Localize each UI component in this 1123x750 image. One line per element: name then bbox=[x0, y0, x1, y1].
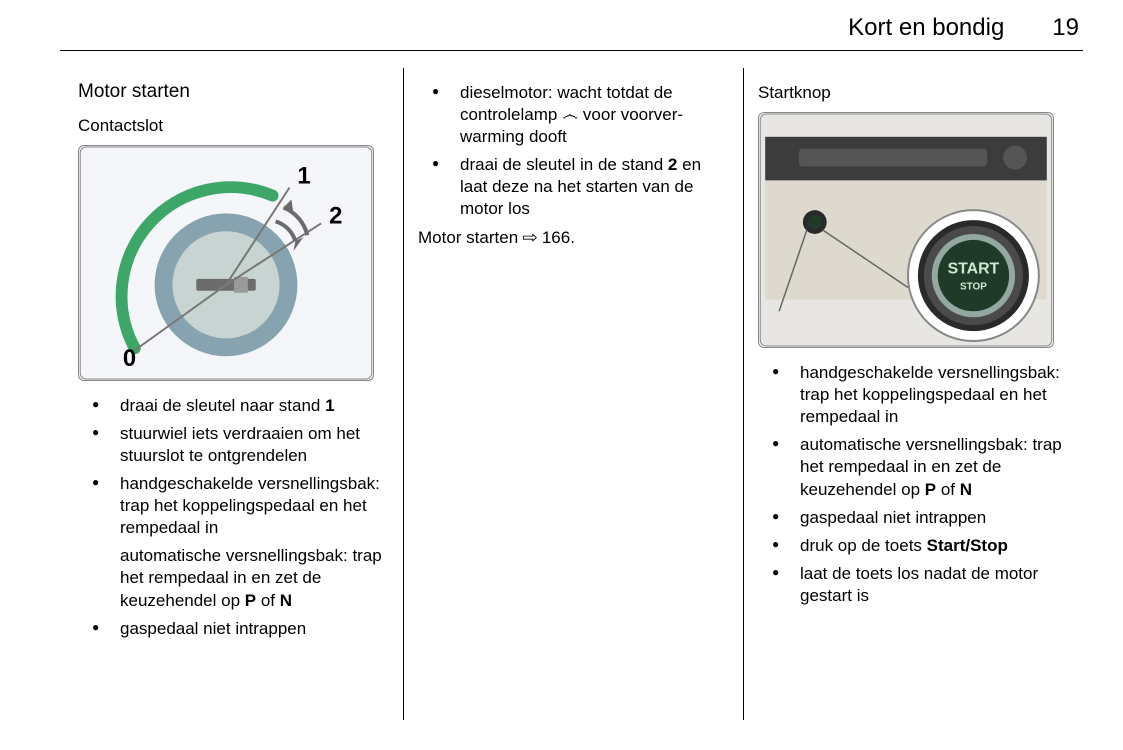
start-label: START bbox=[948, 261, 1000, 278]
cross-reference: Motor starten ⇨ 166. bbox=[418, 227, 729, 249]
subsection-title: Contactslot bbox=[78, 115, 389, 137]
section-title: Motor starten bbox=[78, 80, 389, 105]
list-item: gaspedaal niet intrappen bbox=[782, 507, 1069, 529]
list-item: gaspedaal niet intrappen bbox=[102, 618, 389, 640]
col2-bullet-list: dieselmotor: wacht totdat de controlelam… bbox=[418, 82, 729, 221]
list-item: handgeschakelde versnellings­bak: trap h… bbox=[782, 362, 1069, 428]
ignition-pos-0: 0 bbox=[123, 345, 136, 372]
start-button-figure: START STOP bbox=[758, 112, 1054, 348]
stop-label: STOP bbox=[960, 282, 987, 293]
preheat-icon: ෴ bbox=[562, 105, 578, 124]
header-rule bbox=[60, 50, 1083, 51]
col1-bullet-list-2: gaspedaal niet intrappen bbox=[78, 618, 389, 640]
page-header: Kort en bondig 19 bbox=[848, 14, 1079, 42]
column-1: Motor starten Contactslot 0 1 2 bbox=[64, 68, 404, 720]
col3-bullet-list: handgeschakelde versnellings­bak: trap h… bbox=[758, 362, 1069, 607]
ignition-pos-2: 2 bbox=[329, 202, 342, 229]
list-item: laat de toets los nadat de motor gestart… bbox=[782, 563, 1069, 607]
list-item: draai de sleutel in de stand 2 en laat d… bbox=[442, 154, 729, 220]
subsection-title: Startknop bbox=[758, 82, 1069, 104]
list-item-continuation: automatische versnellingsbak: trap het r… bbox=[78, 545, 389, 611]
page-number: 19 bbox=[1052, 14, 1079, 42]
chapter-title: Kort en bondig bbox=[848, 14, 1004, 42]
col1-bullet-list: draai de sleutel naar stand 1 stuurwiel … bbox=[78, 395, 389, 540]
list-item: stuurwiel iets verdraaien om het stuursl… bbox=[102, 423, 389, 467]
ignition-switch-figure: 0 1 2 bbox=[78, 145, 374, 381]
list-item: druk op de toets Start/Stop bbox=[782, 535, 1069, 557]
content-columns: Motor starten Contactslot 0 1 2 bbox=[64, 68, 1083, 720]
list-item: automatische versnellingsbak: trap het r… bbox=[782, 434, 1069, 500]
column-2: dieselmotor: wacht totdat de controlelam… bbox=[404, 68, 744, 720]
ignition-pos-1: 1 bbox=[297, 162, 310, 189]
reference-arrow-icon: ⇨ bbox=[522, 227, 538, 249]
list-item: dieselmotor: wacht totdat de controlelam… bbox=[442, 82, 729, 148]
list-item: handgeschakelde versnellings­bak: trap h… bbox=[102, 473, 389, 539]
list-item: draai de sleutel naar stand 1 bbox=[102, 395, 389, 417]
column-3: Startknop START STOP handgeschak bbox=[744, 68, 1083, 720]
